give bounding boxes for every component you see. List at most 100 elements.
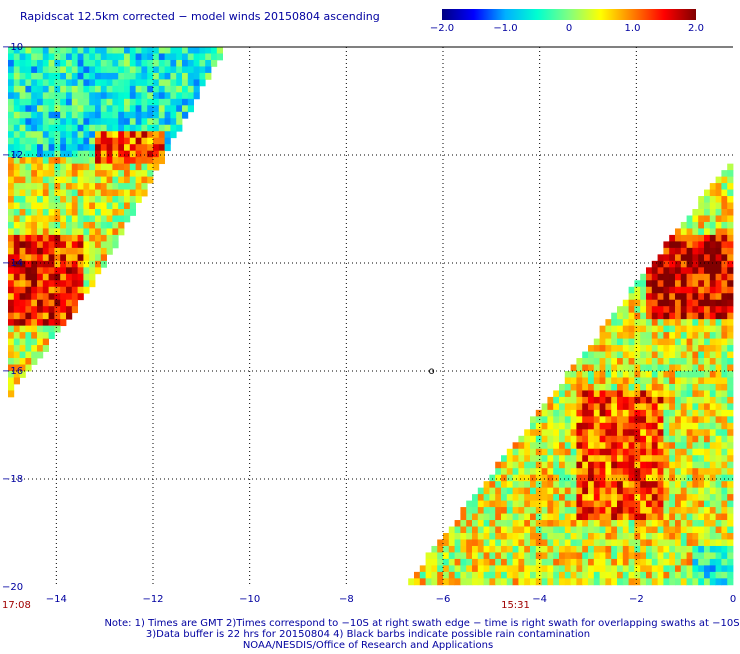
data-cell (489, 481, 496, 489)
data-cell (100, 170, 107, 177)
data-cell (640, 565, 647, 573)
data-cell (698, 513, 705, 521)
data-cell (657, 448, 664, 456)
data-cell (506, 500, 513, 508)
data-cell (54, 150, 61, 158)
data-cell (501, 455, 508, 463)
data-cell (576, 422, 583, 430)
data-cell (721, 520, 728, 527)
data-cell (187, 47, 194, 54)
data-cell (66, 137, 73, 145)
data-cell (182, 47, 189, 54)
data-cell (576, 390, 583, 398)
data-cell (129, 209, 136, 216)
data-cell (89, 105, 96, 113)
data-cell (721, 513, 728, 521)
data-cell (553, 507, 560, 514)
data-cell (588, 442, 595, 450)
data-cell (141, 144, 148, 152)
data-cell (135, 105, 142, 113)
data-cell (721, 286, 728, 294)
note-line-1: Note: 1) Times are GMT 2)Times correspon… (104, 618, 739, 629)
data-cell (564, 539, 571, 547)
data-cell (25, 105, 32, 113)
data-cell (709, 533, 716, 540)
data-cell (25, 202, 32, 210)
data-cell (530, 552, 537, 560)
data-cell (77, 189, 84, 197)
data-cell (599, 500, 606, 508)
data-cell (727, 539, 734, 547)
data-cell (19, 351, 26, 359)
data-cell (524, 494, 531, 501)
data-cell (477, 500, 484, 508)
data-cell (124, 137, 131, 145)
data-cell (164, 53, 171, 61)
data-cell (518, 474, 525, 482)
data-cell (669, 299, 676, 307)
data-cell (588, 396, 595, 404)
data-cell (570, 461, 577, 469)
data-cell (576, 455, 583, 463)
x-tick-label: −4 (532, 594, 547, 605)
data-cell (477, 578, 484, 586)
data-cell (727, 578, 734, 586)
data-cell (617, 351, 624, 359)
data-cell (141, 53, 148, 61)
data-cell (570, 416, 577, 424)
data-cell (727, 364, 734, 372)
data-cell (13, 358, 20, 365)
data-cell (512, 448, 519, 456)
data-cell (211, 53, 218, 61)
data-cell (582, 403, 589, 411)
data-cell (60, 47, 67, 54)
data-cell (48, 267, 55, 275)
data-cell (489, 494, 496, 501)
data-cell (628, 571, 635, 579)
data-cell (646, 377, 653, 385)
data-cell (669, 558, 676, 566)
data-cell (680, 312, 687, 320)
data-cell (698, 228, 705, 236)
data-cell (60, 144, 67, 152)
data-cell (692, 416, 699, 424)
data-cell (657, 578, 664, 586)
data-cell (657, 383, 664, 391)
data-cell (153, 157, 160, 165)
data-cell (89, 234, 96, 242)
data-cell (106, 196, 113, 203)
data-cell (622, 422, 629, 430)
data-cell (8, 228, 15, 236)
data-cell (95, 85, 102, 93)
data-cell (95, 118, 102, 126)
data-cell (118, 202, 125, 210)
x-tick-label: −10 (239, 594, 260, 605)
data-cell (715, 306, 722, 314)
data-cell (576, 409, 583, 417)
data-cell (599, 526, 606, 534)
data-cell (135, 124, 142, 132)
data-cell (547, 481, 554, 489)
data-cell (715, 409, 722, 417)
data-cell (547, 461, 554, 469)
data-cell (77, 92, 84, 100)
data-cell (675, 383, 682, 391)
data-cell (657, 332, 664, 339)
data-cell (605, 429, 612, 437)
data-cell (698, 234, 705, 242)
data-cell (60, 254, 67, 262)
data-cell (124, 59, 131, 67)
data-cell (54, 53, 61, 61)
data-cell (31, 267, 38, 275)
x-tick-labels: −14 −12 −10 −8 −6 −4 −2 0 (46, 594, 736, 605)
data-cell (715, 325, 722, 333)
data-cell (721, 196, 728, 203)
data-cell (628, 390, 635, 398)
data-cell (483, 558, 490, 566)
data-cell (54, 170, 61, 177)
data-cell (698, 396, 705, 404)
data-cell (593, 513, 600, 521)
data-cell (31, 280, 38, 288)
data-cell (715, 176, 722, 184)
